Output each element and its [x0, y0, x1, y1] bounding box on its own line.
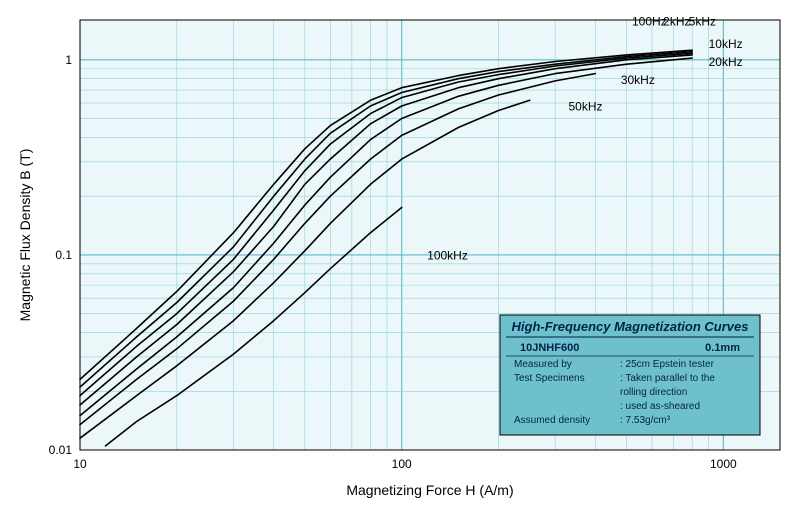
series-label-20kHz: 20kHz — [709, 55, 743, 69]
y-axis-label: Magnetic Flux Density B (T) — [17, 149, 33, 322]
legend-row-val-3: : used as-sheared — [620, 401, 700, 412]
legend-row-key-1: Test Specimens — [514, 373, 585, 384]
xtick-10: 10 — [73, 457, 87, 471]
x-axis-label: Magnetizing Force H (A/m) — [346, 482, 513, 498]
series-label-50kHz: 50kHz — [568, 99, 602, 113]
series-label-100Hz: 100Hz — [632, 14, 667, 28]
series-label-5kHz: 5kHz — [689, 14, 716, 28]
series-label-10kHz: 10kHz — [709, 37, 743, 51]
legend-row-val-1: : Taken parallel to the — [620, 373, 715, 384]
xtick-1000: 1000 — [710, 457, 737, 471]
legend-row-val-0: : 25cm Epstein tester — [620, 359, 715, 370]
series-label-100kHz: 100kHz — [427, 248, 468, 262]
legend-row-val-4: : 7.53g/cm³ — [620, 415, 671, 426]
legend-thickness: 0.1mm — [705, 342, 740, 354]
xtick-100: 100 — [392, 457, 412, 471]
chart-svg: 100Hz2kHz5kHz 10kHz 20kHz 30kHz 50kHz 100kHz 1… — [0, 0, 800, 521]
legend-row-key-0: Measured by — [514, 359, 572, 370]
ytick-1: 1 — [65, 53, 72, 67]
legend-row-val-2: rolling direction — [620, 387, 687, 398]
magnetization-chart: 100Hz2kHz5kHz 10kHz 20kHz 30kHz 50kHz 100kHz 1… — [0, 0, 800, 521]
series-label-30kHz: 30kHz — [621, 73, 655, 87]
ytick-0.1: 0.1 — [55, 248, 72, 262]
legend-title: High-Frequency Magnetization Curves — [512, 319, 749, 334]
ytick-0.01: 0.01 — [49, 443, 73, 457]
legend-product: 10JNHF600 — [520, 342, 579, 354]
series-label-2kHz: 2kHz — [663, 14, 690, 28]
legend-row-key-4: Assumed density — [514, 415, 590, 426]
